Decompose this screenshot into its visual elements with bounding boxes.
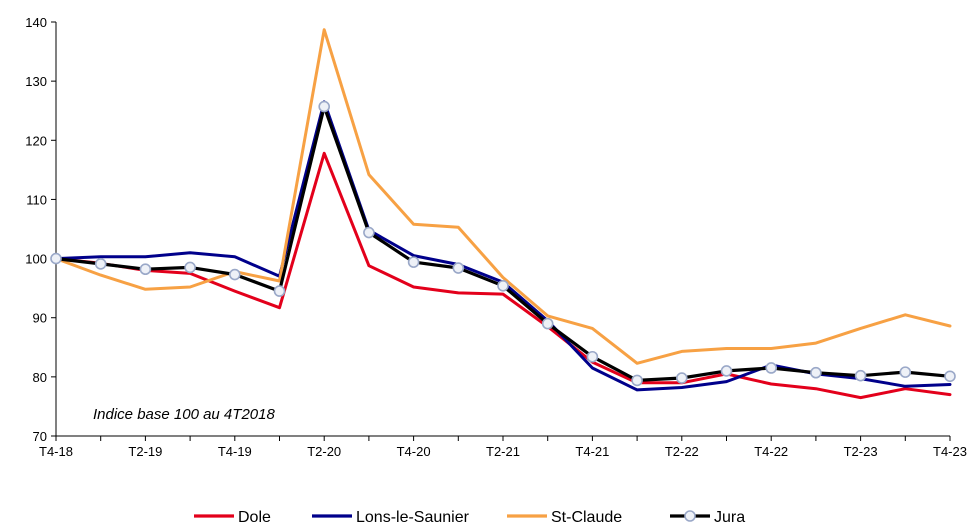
y-tick-label: 130 [25, 74, 47, 89]
data-point [94, 258, 107, 270]
y-tick-label: 100 [25, 252, 47, 267]
legend-label: Dole [238, 509, 271, 526]
x-tick-label: T4-21 [575, 444, 609, 459]
x-tick-label: T2-20 [307, 444, 341, 459]
series-line [54, 100, 952, 392]
data-point [318, 100, 331, 113]
y-tick-label: 80 [33, 370, 47, 385]
x-tick-label: T4-20 [397, 444, 431, 459]
data-point [720, 365, 733, 377]
x-tick-label: T2-22 [665, 444, 699, 459]
legend-item: Jura [670, 509, 745, 526]
x-tick-label: T4-23 [933, 444, 967, 459]
y-tick-label: 70 [33, 429, 47, 444]
legend-item: St-Claude [507, 509, 622, 526]
y-tick-label: 120 [25, 133, 47, 148]
series-dole [54, 151, 952, 400]
y-tick-label: 110 [26, 192, 47, 207]
legend-label: Jura [714, 509, 745, 526]
y-tick-label: 90 [33, 311, 47, 326]
data-point [50, 252, 62, 265]
legend-marker [684, 510, 696, 522]
data-point [810, 366, 822, 379]
x-tick-label: T2-23 [844, 444, 878, 459]
legend-label: St-Claude [551, 509, 622, 526]
legend-item: Lons-le-Saunier [312, 509, 470, 526]
data-point [497, 279, 509, 292]
series-lons-le-saunier [54, 100, 952, 392]
x-tick-label: T4-18 [39, 444, 73, 459]
data-point [899, 366, 912, 378]
chart-axes: 70 80 90 100 110 120 130 140 T4-18 T2-19 T4-19 T2-2… [25, 15, 967, 459]
series-line [54, 151, 952, 400]
data-point [273, 285, 286, 297]
series-st-claude [54, 28, 952, 365]
chart-legend: Dole Lons-le-Saunier St-Claude Jura [194, 509, 745, 526]
data-point [229, 268, 241, 281]
series-jura [50, 100, 956, 387]
x-tick-label: T2-21 [486, 444, 520, 459]
series-line [54, 28, 952, 365]
data-point [363, 226, 375, 239]
data-point [184, 261, 196, 274]
data-point [854, 369, 867, 382]
legend-item: Dole [194, 509, 271, 526]
data-point [586, 350, 599, 363]
x-tick-label: T4-22 [754, 444, 788, 459]
series-line [54, 104, 952, 382]
y-tick-label: 140 [25, 15, 47, 30]
legend-label: Lons-le-Saunier [356, 509, 470, 526]
data-point [944, 370, 956, 383]
data-point [675, 372, 688, 384]
chart-series [50, 28, 956, 400]
x-tick-label: T4-19 [218, 444, 252, 459]
chart-annotation: Indice base 100 au 4T2018 [93, 406, 275, 423]
data-point [765, 362, 778, 374]
data-point [139, 263, 152, 276]
data-point [452, 262, 465, 274]
data-point [541, 317, 554, 330]
data-point [631, 374, 643, 387]
x-tick-label: T2-19 [128, 444, 162, 459]
data-point [407, 256, 420, 268]
